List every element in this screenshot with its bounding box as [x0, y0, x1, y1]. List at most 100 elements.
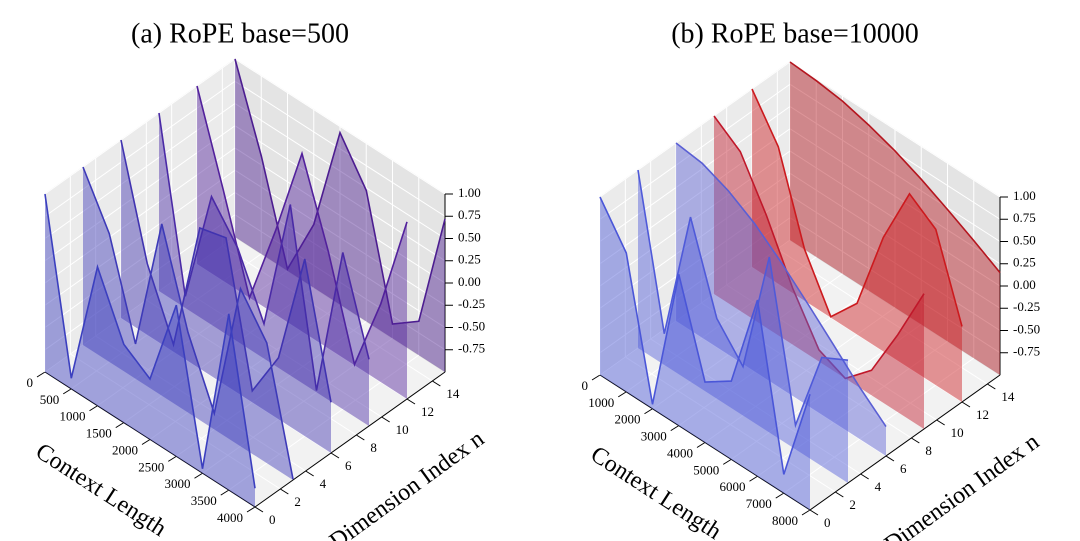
- grid-line: [726, 284, 937, 421]
- z-tick-label: 0.00: [1013, 277, 1036, 292]
- x-tick-label: 0: [27, 375, 34, 390]
- x-tick-label: 7000: [746, 496, 772, 511]
- grid-line: [757, 340, 948, 477]
- axis-line: [809, 374, 1001, 511]
- x-tick-label: 2000: [112, 442, 138, 457]
- grid-line: [234, 58, 446, 195]
- slice-fill: [752, 89, 962, 402]
- z-tick-label: -0.75: [1013, 344, 1040, 359]
- grid-line: [171, 281, 382, 418]
- y-tick-label: 2: [849, 497, 856, 512]
- x-axis-label: Context Length: [586, 441, 726, 541]
- slice-curve: [599, 196, 811, 475]
- x-tick: [89, 405, 98, 412]
- slice-fill: [159, 113, 369, 426]
- grid-line: [599, 217, 791, 354]
- grid-line: [599, 106, 791, 242]
- grid-line: [44, 58, 236, 195]
- z-tick-label: -0.75: [458, 341, 485, 356]
- axis-line: [44, 371, 256, 508]
- grid-line: [234, 147, 446, 284]
- z-tick-label: 0.25: [1013, 255, 1036, 270]
- slice-fill: [714, 116, 924, 429]
- chart-title: (a) RoPE base=500: [131, 18, 349, 49]
- grid-line: [234, 125, 446, 262]
- grid-line: [625, 256, 817, 393]
- x-tick-label: 500: [40, 392, 60, 407]
- grid-line: [44, 192, 236, 328]
- x-tick: [749, 475, 758, 482]
- slice-fill: [235, 59, 445, 372]
- slice-curve: [675, 142, 887, 428]
- grid-line: [789, 172, 1001, 309]
- y-tick-label: 4: [875, 479, 882, 494]
- slice-fill: [83, 167, 293, 480]
- grid-line: [599, 83, 791, 220]
- grid-line: [95, 335, 306, 472]
- z-tick-label: 0.75: [1013, 210, 1036, 225]
- grid-line: [789, 128, 1001, 265]
- grid-line: [228, 354, 420, 491]
- y-tick: [381, 416, 390, 423]
- grid-line: [44, 103, 236, 239]
- grid-line: [650, 338, 861, 475]
- grid-line: [44, 214, 236, 351]
- grid-line: [196, 263, 408, 400]
- z-tick-label: 0.00: [458, 274, 481, 289]
- x-tick: [62, 388, 72, 395]
- slice-curve: [789, 61, 1001, 274]
- z-tick-label: 0.50: [458, 229, 481, 244]
- grid-line: [44, 147, 236, 284]
- grid-line: [44, 80, 236, 217]
- y-tick: [305, 470, 314, 477]
- axis-line: [254, 371, 446, 508]
- y-tick-label: 14: [446, 386, 460, 401]
- grid-line: [234, 103, 446, 239]
- slice-curve: [234, 58, 446, 325]
- y-tick: [356, 434, 365, 441]
- y-tick: [860, 473, 869, 480]
- y-tick: [809, 509, 819, 516]
- grid-line: [202, 337, 393, 474]
- x-tick-label: 3500: [191, 493, 217, 508]
- grid-line: [599, 150, 791, 287]
- slice-curve: [196, 85, 408, 367]
- grid-line: [789, 106, 1001, 242]
- z-tick-label: -0.25: [1013, 299, 1040, 314]
- y-tick-label: 10: [951, 425, 964, 440]
- axis-line: [599, 374, 811, 511]
- grid-line: [625, 356, 836, 493]
- grid-line: [675, 320, 887, 457]
- grid-line: [599, 239, 791, 376]
- grid-line: [599, 61, 791, 198]
- grid-line: [120, 317, 332, 454]
- y-tick-label: 6: [345, 458, 352, 473]
- grid-line: [234, 192, 446, 328]
- slice-fill: [45, 194, 255, 507]
- z-tick-label: 1.00: [458, 185, 481, 200]
- y-tick: [987, 383, 996, 390]
- x-tick-label: 6000: [720, 479, 746, 494]
- grid-line: [652, 273, 843, 410]
- x-tick-label: 4000: [217, 510, 243, 525]
- z-tick-label: -0.50: [458, 318, 485, 333]
- slice-fill: [121, 140, 331, 453]
- x-tick: [801, 509, 811, 516]
- x-tick: [194, 472, 203, 479]
- y-tick-label: 0: [269, 512, 276, 527]
- y-tick: [835, 491, 844, 498]
- y-tick-label: 0: [824, 515, 831, 530]
- x-tick: [722, 458, 732, 465]
- chart-title: (b) RoPE base=10000: [671, 18, 919, 49]
- x-tick: [670, 425, 680, 432]
- y-tick: [885, 455, 895, 462]
- z-tick-label: 1.00: [1013, 188, 1036, 203]
- y-tick: [254, 506, 264, 513]
- grid-line: [234, 80, 446, 217]
- x-tick: [617, 391, 627, 398]
- grid-line: [751, 266, 963, 403]
- slice-curve: [158, 112, 370, 391]
- grid-line: [701, 302, 912, 439]
- x-tick: [220, 489, 230, 496]
- grid-line: [44, 169, 236, 306]
